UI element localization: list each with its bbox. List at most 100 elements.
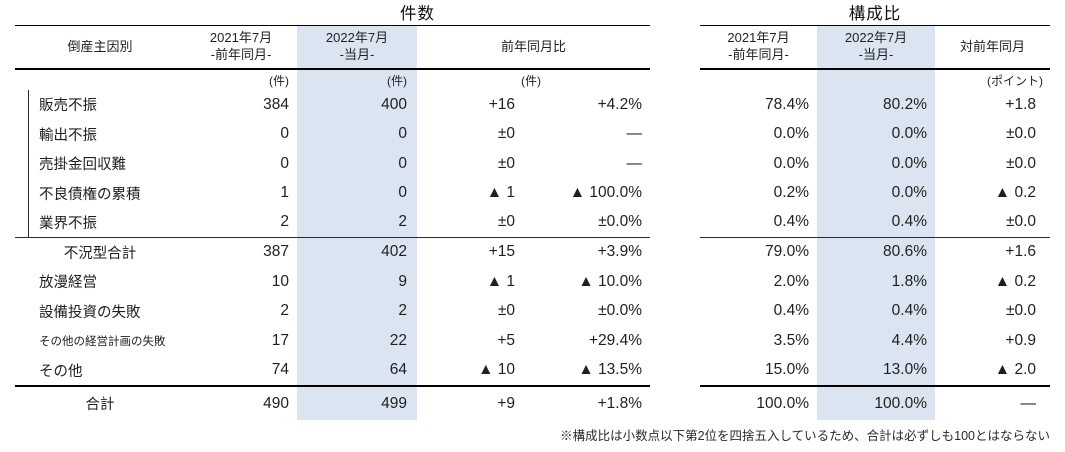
row-label: 売掛金回収難 <box>39 157 126 174</box>
table-row: 合計 490 499 +9 +1.8% <box>15 385 650 420</box>
count-2021: 490 <box>263 394 289 412</box>
header-share-yoy: 対前年同月 <box>959 38 1025 54</box>
count-2022: 2 <box>297 208 417 237</box>
share-2021: 78.4% <box>765 95 809 113</box>
row-label: その他 <box>39 363 83 380</box>
table-row: 不良債権の累積 1 0 ▲ 1 ▲ 100.0% <box>15 178 650 208</box>
count-2022: 400 <box>297 90 417 120</box>
row-label: 合計 <box>85 397 115 413</box>
table-row: 79.0% 80.6% +1.6 <box>700 237 1050 267</box>
share-2022: 13.0% <box>817 355 935 385</box>
header-share-2021-line2: -前年同月- <box>728 47 789 62</box>
header-count-2021: 2021年7月 -前年同月- <box>185 26 297 68</box>
unit-count-2022: (件) <box>297 70 417 90</box>
header-count-2022-line2: -当月- <box>339 47 375 62</box>
share-diff: ±0.0 <box>1005 154 1036 172</box>
table-row: その他 74 64 ▲ 10 ▲ 13.5% <box>15 355 650 385</box>
count-pct: — <box>626 125 643 143</box>
share-diff: ▲ 0.2 <box>994 184 1036 202</box>
share-2021: 2.0% <box>773 272 809 290</box>
share-2022: 0.0% <box>817 178 935 208</box>
count-pct: +29.4% <box>588 331 642 349</box>
table-row: 売掛金回収難 0 0 ±0 — <box>15 149 650 179</box>
share-2022: 0.0% <box>817 119 935 149</box>
count-2022: 22 <box>297 326 417 356</box>
share-2022: 4.4% <box>817 326 935 356</box>
header-share-2022-line2: -当月- <box>858 47 894 62</box>
count-diff: +15 <box>488 243 515 261</box>
right-table-rows: 78.4% 80.2% +1.8 0.0% 0.0% ±0.0 0.0% 0.0… <box>700 90 1050 420</box>
count-pct: ±0.0% <box>598 213 642 231</box>
row-label: 設備投資の失敗 <box>39 304 141 321</box>
right-table: 2021年7月 -前年同月- 2022年7月 -当月- 対前年同月 (ポイント)… <box>700 25 1050 420</box>
table-row: 不況型合計 387 402 +15 +3.9% <box>15 237 650 267</box>
right-table-title: 構成比 <box>848 5 902 23</box>
left-table-title: 件数 <box>400 5 435 23</box>
share-2022: 100.0% <box>817 387 935 420</box>
count-2022: 0 <box>297 178 417 208</box>
count-diff: ▲ 1 <box>486 272 515 290</box>
share-diff: ±0.0 <box>1005 125 1036 143</box>
count-2022: 402 <box>297 237 417 267</box>
row-label: 業界不振 <box>39 215 97 232</box>
table-row: 0.2% 0.0% ▲ 0.2 <box>700 178 1050 208</box>
unit-share-diff: (ポイント) <box>987 73 1043 88</box>
count-diff: +16 <box>488 95 515 113</box>
count-pct: ±0.0% <box>598 302 642 320</box>
header-share-2021-line1: 2021年7月 <box>727 30 790 46</box>
table-row: 0.0% 0.0% ±0.0 <box>700 149 1050 179</box>
share-2021: 3.5% <box>773 331 809 349</box>
unit-spacer <box>545 70 650 90</box>
count-2021: 74 <box>271 361 289 379</box>
share-2021: 0.2% <box>773 184 809 202</box>
count-2021: 1 <box>280 184 289 202</box>
count-pct: ▲ 100.0% <box>569 184 642 202</box>
header-count-2022-line1: 2022年7月 <box>325 30 389 46</box>
table-row: 0.0% 0.0% ±0.0 <box>700 119 1050 149</box>
count-diff: +5 <box>497 331 515 349</box>
left-table: 倒産主因別 2021年7月 -前年同月- 2022年7月 -当月- 前年同月比 … <box>15 25 650 420</box>
row-label: 不況型合計 <box>63 245 137 262</box>
unit-count-2021: (件) <box>269 73 289 88</box>
table-row: 0.4% 0.4% ±0.0 <box>700 208 1050 238</box>
share-2021: 100.0% <box>756 394 809 412</box>
table-row: その他の経営計画の失敗 17 22 +5 +29.4% <box>15 326 650 356</box>
share-2022: 80.6% <box>817 237 935 267</box>
table-row: 輸出不振 0 0 ±0 — <box>15 119 650 149</box>
count-diff: ±0 <box>497 125 515 143</box>
share-diff: +0.9 <box>1005 331 1036 349</box>
unit-count-diff: (件) <box>521 73 541 88</box>
table-row: 設備投資の失敗 2 2 ±0 ±0.0% <box>15 296 650 326</box>
row-label: 放漫経営 <box>39 275 97 292</box>
count-pct: ▲ 10.0% <box>578 272 642 290</box>
row-label: その他の経営計画の失敗 <box>39 335 166 348</box>
share-diff: ▲ 0.2 <box>994 272 1036 290</box>
row-label: 輸出不振 <box>39 127 97 144</box>
table-row: 2.0% 1.8% ▲ 0.2 <box>700 267 1050 297</box>
count-pct: — <box>626 154 643 172</box>
count-2021: 17 <box>271 331 289 349</box>
count-pct: +4.2% <box>597 95 642 113</box>
table-row: 業界不振 2 2 ±0 ±0.0% <box>15 208 650 238</box>
count-2022: 0 <box>297 149 417 179</box>
table-row: 3.5% 4.4% +0.9 <box>700 326 1050 356</box>
count-2022: 9 <box>297 267 417 297</box>
left-table-header-row: 倒産主因別 2021年7月 -前年同月- 2022年7月 -当月- 前年同月比 <box>15 26 650 70</box>
share-2022: 0.0% <box>817 149 935 179</box>
count-diff: ▲ 1 <box>486 184 515 202</box>
table-row: 78.4% 80.2% +1.8 <box>700 90 1050 120</box>
header-count-2021-line2: -前年同月- <box>210 47 272 62</box>
header-count-2021-line1: 2021年7月 <box>209 30 273 46</box>
count-2022: 499 <box>297 387 417 420</box>
count-2021: 384 <box>263 95 289 113</box>
count-2021: 10 <box>271 272 289 290</box>
recession-group-bracket <box>28 90 29 238</box>
share-2022: 0.4% <box>817 296 935 326</box>
right-table-units-row: (ポイント) <box>700 70 1050 90</box>
unit-spacer <box>15 70 185 90</box>
header-count-yoy: 前年同月比 <box>500 38 566 54</box>
share-2021: 0.0% <box>773 125 809 143</box>
share-2022: 80.2% <box>817 90 935 120</box>
share-diff: ±0.0 <box>1005 213 1036 231</box>
